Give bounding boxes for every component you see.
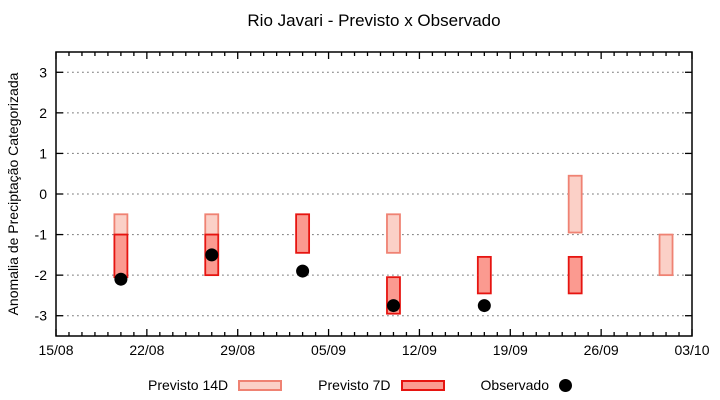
x-tick-label: 22/08	[129, 342, 164, 358]
legend-label-previsto-7d: Previsto 7D	[318, 377, 391, 393]
y-tick-label: 2	[39, 105, 47, 121]
observado-point	[296, 264, 310, 278]
y-tick-label: 1	[39, 145, 47, 161]
legend-item-observado: Observado	[481, 377, 572, 393]
bar-previsto-14d	[204, 213, 220, 236]
legend-swatch-previsto-7d	[400, 379, 445, 391]
x-tick-label: 03/10	[674, 342, 709, 358]
bar-previsto-7d	[113, 233, 129, 279]
legend-item-previsto-14d: Previsto 14D	[148, 377, 283, 393]
y-tick-label: -2	[35, 267, 48, 283]
bar-previsto-14d	[658, 233, 674, 277]
x-tick-label: 12/09	[402, 342, 437, 358]
bar-previsto-14d	[386, 213, 401, 254]
y-axis-title: Anomalia de Preciptação Categorizada	[5, 72, 21, 315]
legend-swatch-previsto-14d	[238, 379, 283, 391]
legend-item-previsto-7d: Previsto 7D	[318, 377, 445, 393]
observado-point	[386, 299, 400, 313]
legend-label-previsto-14d: Previsto 14D	[148, 377, 229, 393]
chart-title: Rio Javari - Previsto x Observado	[247, 11, 500, 30]
legend-label-observado: Observado	[480, 377, 549, 393]
legend: Previsto 14D Previsto 7D Observado	[0, 375, 720, 395]
observado-point	[477, 299, 491, 313]
bar-previsto-7d	[567, 255, 583, 295]
x-tick-label: 05/09	[311, 342, 346, 358]
x-tick-label: 26/09	[584, 342, 619, 358]
observado-point	[205, 248, 219, 262]
bar-previsto-7d	[295, 213, 311, 254]
bar-previsto-7d	[476, 255, 492, 295]
y-tick-label: 0	[39, 186, 47, 202]
x-tick-label: 29/08	[220, 342, 255, 358]
bar-previsto-14d	[113, 213, 129, 236]
plot-border	[55, 51, 693, 337]
legend-swatch-observado	[559, 378, 572, 392]
bar-previsto-14d	[567, 174, 583, 234]
y-tick-label: -3	[35, 308, 48, 324]
observado-point	[114, 272, 128, 286]
y-tick-label: -1	[35, 227, 48, 243]
x-tick-label: 19/09	[493, 342, 528, 358]
y-tick-label: 3	[39, 64, 47, 80]
x-tick-label: 15/08	[38, 342, 73, 358]
